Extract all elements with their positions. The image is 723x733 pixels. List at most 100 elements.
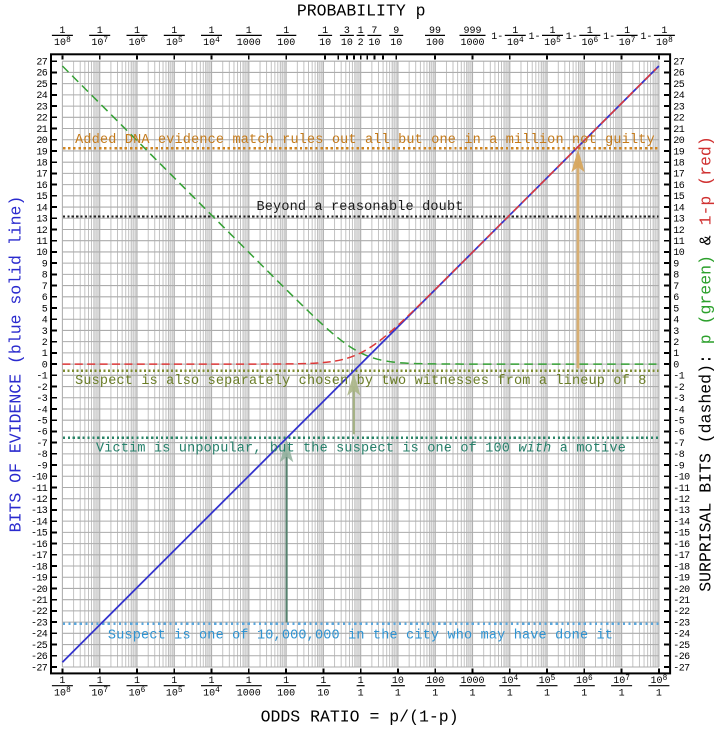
svg-text:1: 1 (283, 676, 289, 687)
svg-text:1: 1 (619, 688, 625, 699)
svg-text:14: 14 (673, 203, 684, 214)
svg-text:-26: -26 (673, 652, 690, 663)
svg-text:1: 1 (97, 26, 103, 37)
svg-text:14: 14 (36, 203, 47, 214)
svg-text:27: 27 (673, 58, 684, 69)
svg-text:27: 27 (36, 58, 47, 69)
svg-text:1: 1 (59, 26, 65, 37)
svg-text:1-: 1- (491, 32, 503, 43)
svg-text:-7: -7 (673, 439, 684, 450)
svg-text:3: 3 (673, 327, 679, 338)
svg-text:-6: -6 (673, 428, 684, 439)
svg-text:1000: 1000 (460, 38, 484, 49)
svg-text:BITS OF EVIDENCE (blue solid l: BITS OF EVIDENCE (blue solid line) (7, 196, 26, 533)
svg-text:7: 7 (42, 282, 48, 293)
svg-text:-17: -17 (31, 551, 48, 562)
svg-text:-9: -9 (36, 461, 47, 472)
svg-text:1: 1 (358, 26, 364, 37)
svg-text:100: 100 (277, 688, 295, 699)
svg-text:4: 4 (42, 316, 48, 327)
svg-text:1: 1 (624, 26, 630, 37)
svg-text:-3: -3 (673, 394, 684, 405)
svg-text:1: 1 (358, 676, 364, 687)
svg-text:10: 10 (392, 676, 404, 687)
svg-text:22: 22 (673, 114, 684, 125)
svg-text:1: 1 (469, 688, 475, 699)
svg-text:-11: -11 (673, 484, 690, 495)
svg-text:1: 1 (673, 349, 679, 360)
svg-text:-20: -20 (673, 585, 690, 596)
svg-text:9: 9 (42, 259, 48, 270)
svg-text:10: 10 (319, 38, 331, 49)
svg-text:Beyond a reasonable doubt: Beyond a reasonable doubt (256, 200, 463, 215)
svg-text:SURPRISAL BITS (dashed): p (gr: SURPRISAL BITS (dashed): p (green) & 1-p… (697, 136, 716, 592)
svg-text:25: 25 (673, 80, 684, 91)
svg-text:-25: -25 (31, 641, 48, 652)
svg-text:1: 1 (320, 676, 326, 687)
svg-text:-12: -12 (673, 495, 690, 506)
svg-text:10: 10 (36, 248, 47, 259)
svg-text:23: 23 (36, 102, 47, 113)
svg-text:24: 24 (36, 91, 47, 102)
svg-text:10: 10 (368, 38, 380, 49)
svg-text:-17: -17 (673, 551, 690, 562)
svg-text:100: 100 (426, 38, 444, 49)
svg-text:17: 17 (36, 170, 47, 181)
svg-text:6: 6 (673, 293, 679, 304)
svg-text:-9: -9 (673, 461, 684, 472)
svg-text:2: 2 (42, 338, 48, 349)
svg-text:15: 15 (673, 192, 684, 203)
svg-text:1000: 1000 (460, 676, 484, 687)
svg-text:13: 13 (36, 215, 47, 226)
svg-text:1: 1 (208, 676, 214, 687)
svg-text:999: 999 (463, 26, 481, 37)
svg-text:-5: -5 (36, 416, 47, 427)
svg-text:0: 0 (673, 360, 679, 371)
svg-text:Victim is unpopular, but the s: Victim is unpopular, but the suspect is … (96, 442, 626, 457)
svg-text:99: 99 (429, 26, 441, 37)
svg-text:1: 1 (544, 688, 550, 699)
svg-text:8: 8 (673, 271, 679, 282)
svg-text:18: 18 (673, 158, 684, 169)
svg-text:8: 8 (42, 271, 48, 282)
svg-text:-8: -8 (673, 450, 684, 461)
svg-text:-24: -24 (673, 630, 690, 641)
svg-text:ODDS RATIO = p/(1-p): ODDS RATIO = p/(1-p) (261, 708, 459, 727)
svg-text:19: 19 (36, 147, 47, 158)
svg-text:26: 26 (36, 69, 47, 80)
svg-text:-18: -18 (673, 562, 690, 573)
svg-text:3: 3 (344, 26, 350, 37)
svg-text:-4: -4 (36, 405, 47, 416)
svg-text:21: 21 (673, 125, 684, 136)
svg-text:Suspect is one of 10,000,000 i: Suspect is one of 10,000,000 in the city… (108, 629, 613, 644)
svg-text:1: 1 (395, 688, 401, 699)
svg-text:-20: -20 (31, 585, 48, 596)
svg-text:1: 1 (134, 676, 140, 687)
svg-text:Suspect is also separately cho: Suspect is also separately chosen by two… (75, 374, 646, 389)
svg-text:11: 11 (673, 237, 684, 248)
svg-text:22: 22 (36, 114, 47, 125)
svg-text:1: 1 (581, 688, 587, 699)
svg-text:10: 10 (673, 248, 684, 259)
svg-text:1: 1 (171, 26, 177, 37)
svg-text:100: 100 (426, 676, 444, 687)
svg-text:5: 5 (673, 304, 679, 315)
svg-text:1-: 1- (603, 32, 615, 43)
svg-text:Added DNA evidence match rules: Added DNA evidence match rules out all b… (75, 133, 655, 148)
svg-text:12: 12 (673, 226, 684, 237)
svg-text:-5: -5 (673, 416, 684, 427)
svg-text:25: 25 (36, 80, 47, 91)
svg-text:1: 1 (322, 26, 328, 37)
svg-text:1: 1 (246, 676, 252, 687)
svg-text:1000: 1000 (237, 38, 261, 49)
svg-text:-24: -24 (31, 630, 48, 641)
svg-text:-16: -16 (31, 540, 48, 551)
svg-text:23: 23 (673, 102, 684, 113)
svg-text:-6: -6 (36, 428, 47, 439)
svg-text:1: 1 (97, 676, 103, 687)
svg-text:1: 1 (549, 26, 555, 37)
svg-text:2: 2 (358, 38, 364, 49)
svg-text:-23: -23 (673, 618, 690, 629)
svg-text:1: 1 (208, 26, 214, 37)
svg-text:-2: -2 (36, 383, 47, 394)
